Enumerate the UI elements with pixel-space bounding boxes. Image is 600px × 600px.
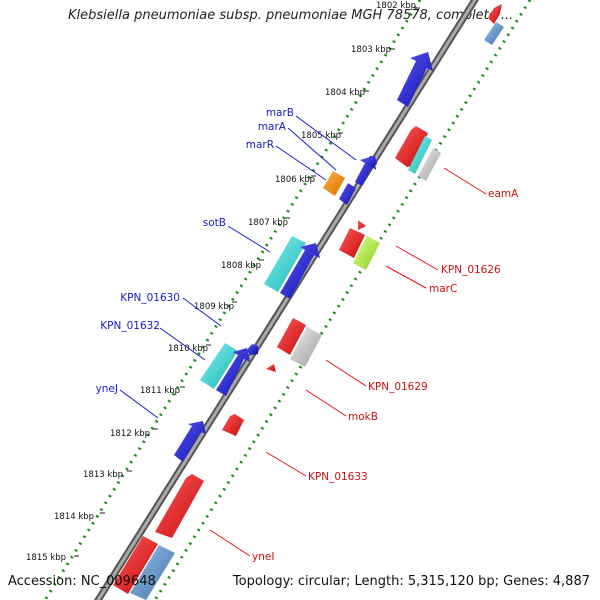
accession-label: Accession: NC_009648 [8, 574, 156, 589]
genome-title: Klebsiella pneumoniae subsp. pneumoniae … [68, 8, 514, 23]
leader-line [305, 389, 347, 417]
tick-marks [74, 7, 420, 557]
tick-label: 1815 kbp [26, 553, 66, 563]
leader-line [385, 265, 427, 289]
tick-label: 1812 kbp [110, 429, 150, 439]
leader-line [287, 127, 337, 171]
gene-arrow-red[interactable] [488, 4, 502, 24]
tick-label: 1811 kbp [140, 386, 180, 396]
leader-line [182, 297, 222, 327]
gene-labels-reverse: marB marA marR sotB KPN_01630 KPN_01632 … [96, 107, 294, 395]
leader-line [325, 359, 367, 387]
leader-lines-red [209, 167, 487, 557]
leader-line [209, 529, 251, 557]
gene-label: yneJ [96, 383, 118, 395]
leader-line [265, 451, 307, 477]
tick-label: 1802 kbp [376, 1, 416, 11]
leader-line [227, 225, 271, 253]
leader-line [159, 327, 206, 361]
tick-label: 1804 kbp [325, 88, 365, 98]
gene-label: eamA [488, 188, 519, 200]
gene-arrow-blue[interactable] [280, 243, 320, 299]
forward-strand-genes [113, 4, 502, 600]
gene-arrow-cyan[interactable] [264, 236, 306, 292]
gene-label: KPN_01632 [100, 320, 160, 332]
gene-label: marA [258, 121, 287, 133]
tick-label: 1803 kbp [351, 45, 391, 55]
gene-arrow-red[interactable] [339, 228, 365, 258]
tick-label: 1810 kbp [168, 344, 208, 354]
tick-labels: 1802 kbp 1803 kbp 1804 kbp 1805 kbp 1806… [26, 1, 416, 563]
gene-arrow-lightgreen[interactable] [353, 236, 380, 270]
gene-label: KPN_01633 [308, 471, 368, 483]
gene-arrow-cyan[interactable] [200, 343, 238, 389]
gene-arrow-red[interactable] [395, 126, 428, 167]
gene-arrow-blue[interactable] [246, 344, 258, 355]
inner-dotted-track [43, 0, 422, 600]
leader-line [275, 145, 327, 181]
leader-line [395, 245, 439, 271]
gene-arrow-blue[interactable] [364, 156, 377, 168]
tick-label: 1813 kbp [83, 470, 123, 480]
gene-label: KPN_01629 [368, 381, 428, 393]
gene-arrow-blue[interactable] [174, 421, 206, 462]
gene-arrow-grey[interactable] [290, 327, 322, 367]
tick-label: 1807 kbp [248, 218, 288, 228]
gene-labels-forward: eamA KPN_01626 marC KPN_01629 mokB KPN_0… [252, 188, 519, 563]
gene-arrow-orange[interactable] [323, 171, 345, 196]
gene-label: yneI [252, 551, 274, 563]
leader-lines-blue [119, 115, 357, 419]
gene-arrow-red[interactable] [277, 318, 306, 355]
topology-summary: Topology: circular; Length: 5,315,120 bp… [232, 574, 590, 589]
gene-arrow-red[interactable] [222, 414, 244, 436]
gene-label: marC [429, 283, 457, 295]
tick-label: 1809 kbp [194, 302, 234, 312]
genome-backbone-highlight [96, 0, 477, 600]
gene-arrow-red[interactable] [266, 364, 276, 372]
tick-label: 1808 kbp [221, 261, 261, 271]
gene-label: marB [266, 107, 294, 119]
gene-arrow-red[interactable] [358, 220, 366, 230]
gene-label: KPN_01630 [120, 292, 180, 304]
leader-line [443, 167, 487, 195]
gene-label: marR [246, 139, 274, 151]
gene-label: sotB [203, 217, 226, 229]
tick-label: 1814 kbp [54, 512, 94, 522]
reverse-strand-genes [174, 22, 504, 462]
gene-arrow-cyan[interactable] [408, 136, 432, 174]
gene-arrow-steelblue[interactable] [130, 545, 175, 600]
tick-label: 1805 kbp [301, 131, 341, 141]
gene-arrow-blue[interactable] [397, 52, 433, 107]
leader-line [295, 115, 357, 161]
tick-label: 1806 kbp [275, 175, 315, 185]
gene-label: KPN_01626 [441, 264, 501, 276]
leader-line [119, 389, 159, 419]
gene-arrow-grey[interactable] [418, 148, 441, 181]
outer-dotted-track [153, 0, 532, 600]
gene-arrow-red[interactable] [155, 474, 204, 538]
gene-arrow-blue[interactable] [216, 348, 250, 396]
gene-arrow-red[interactable] [113, 536, 158, 594]
gene-arrow-blue[interactable] [339, 183, 356, 205]
gene-label: mokB [348, 411, 378, 423]
gene-arrow-steelblue[interactable] [484, 22, 504, 45]
